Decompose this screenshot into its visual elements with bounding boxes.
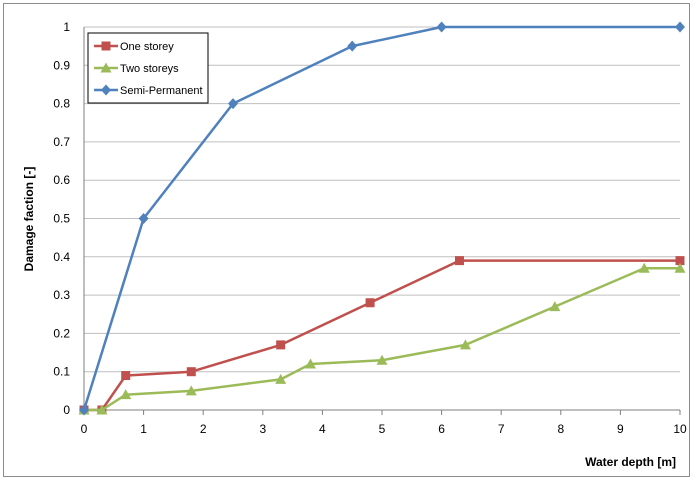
x-tick-label: 9 [617, 422, 624, 436]
series-one-storey [79, 256, 685, 415]
y-tick-label: 0.3 [53, 288, 70, 302]
axes: 00.10.20.30.40.50.60.70.80.910 1 2 3 4 5 6 7 8 9 1… [53, 20, 687, 436]
data-point [549, 301, 561, 312]
y-tick-label: 0.9 [53, 58, 70, 72]
data-point [276, 340, 286, 350]
series-layer [78, 21, 686, 416]
series-line [84, 267, 680, 412]
legend-entry: Semi-Permanent [94, 84, 203, 97]
data-point [186, 367, 196, 377]
legend-label: Semi-Permanent [120, 85, 203, 97]
legend-entry: Two storeys [94, 62, 179, 75]
data-point [228, 98, 238, 110]
series-semi-permanent [79, 21, 685, 416]
y-tick-label: 0.5 [53, 212, 70, 226]
data-point [674, 262, 686, 273]
x-tick-label: 8 [557, 422, 564, 436]
data-point [304, 358, 316, 369]
legend: One storey Two storeys Semi-Permanent [87, 32, 209, 104]
x-tick-label: 4 [319, 422, 326, 436]
data-point [121, 371, 131, 381]
y-tick-label: 0.8 [53, 97, 70, 111]
x-tick-label: 7 [498, 422, 505, 436]
x-tick-label: 6 [438, 422, 445, 436]
legend-swatch-marker [100, 62, 112, 73]
data-point [436, 21, 447, 33]
data-point [454, 256, 464, 266]
x-tick-label: 2 [200, 422, 207, 436]
y-tick-label: 0 [63, 403, 70, 417]
data-point [347, 40, 358, 52]
data-point [376, 354, 388, 365]
x-tick-label: 10 [673, 422, 687, 436]
data-point [79, 404, 89, 416]
legend-label: One storey [120, 41, 174, 53]
series-line [82, 25, 680, 411]
x-tick-label: 0 [81, 422, 88, 436]
legend-swatch-marker [101, 84, 111, 96]
x-tick-label: 3 [259, 422, 266, 436]
x-axis-title: Water depth [m] [585, 455, 676, 469]
legend-swatch-marker [101, 41, 111, 51]
data-point [185, 385, 197, 396]
y-tick-label: 1 [63, 20, 70, 34]
x-tick-label: 1 [140, 422, 147, 436]
data-point [675, 256, 685, 266]
legend-entry: One storey [94, 41, 174, 53]
legend-label: Two storeys [120, 63, 179, 75]
series-line [84, 259, 680, 412]
y-tick-label: 0.6 [53, 173, 70, 187]
data-point [365, 298, 375, 308]
y-tick-label: 0.4 [53, 250, 70, 264]
data-point [459, 339, 471, 350]
data-point [675, 21, 685, 33]
y-axis-title: Damage faction [-] [22, 167, 36, 272]
y-tick-label: 0.7 [53, 135, 70, 149]
series-two-storeys [78, 262, 686, 415]
y-tick-label: 0.1 [53, 365, 70, 379]
y-tick-label: 0.2 [53, 326, 70, 340]
data-point [96, 404, 108, 415]
data-point [275, 373, 287, 384]
x-tick-label: 5 [379, 422, 386, 436]
data-point [138, 213, 149, 224]
data-point [120, 389, 132, 400]
data-point [638, 262, 650, 273]
